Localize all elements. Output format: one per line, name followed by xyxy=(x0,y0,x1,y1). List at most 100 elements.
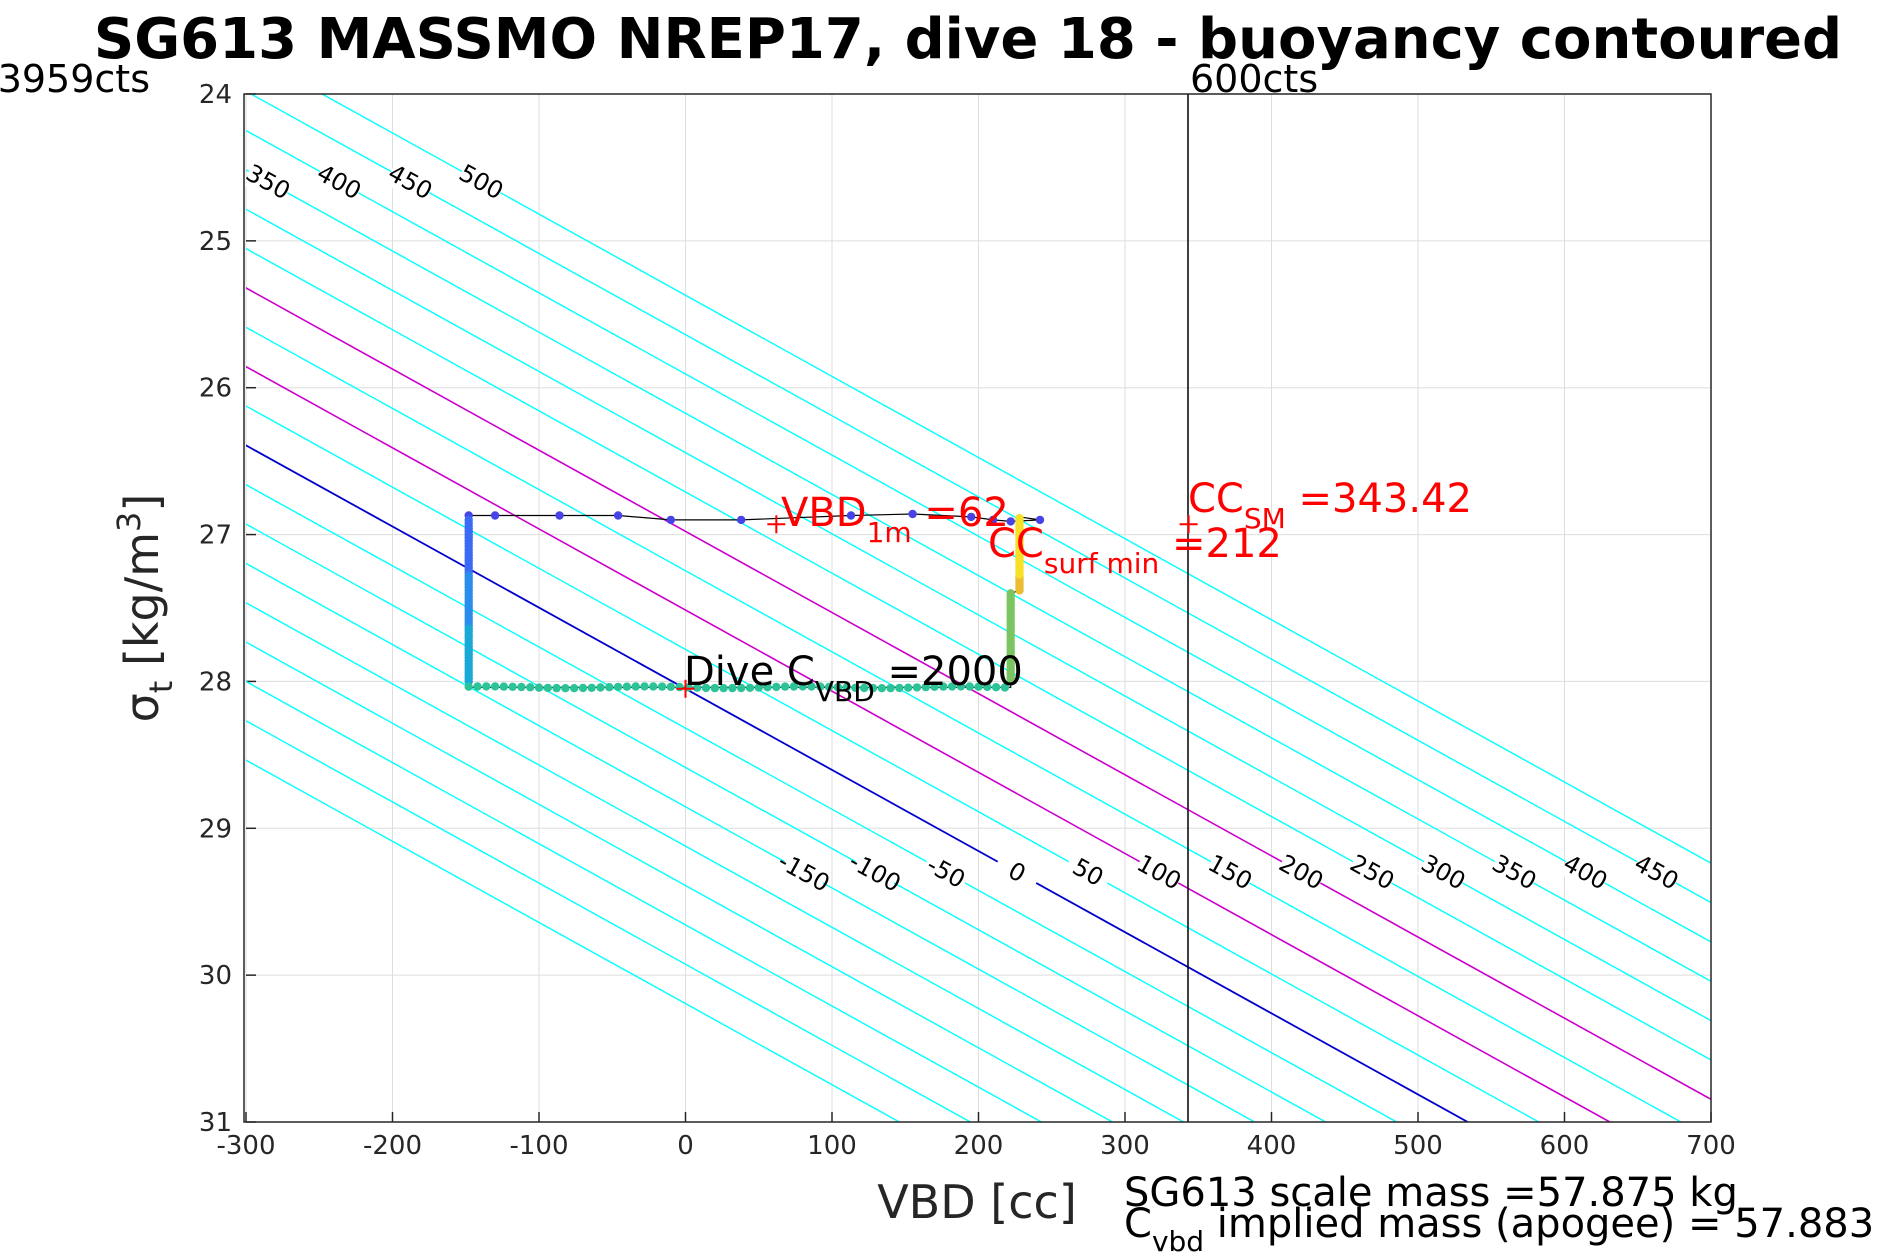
data-point xyxy=(613,511,623,520)
contour-label-bg xyxy=(1061,849,1115,896)
contour-label: 250 xyxy=(1345,849,1399,896)
contour-label: 350 xyxy=(241,159,295,206)
cc-sm-sub: SM xyxy=(1244,502,1286,535)
contour-label: 400 xyxy=(312,159,366,206)
contour-label: -50 xyxy=(922,851,970,894)
dive-trace xyxy=(464,509,1045,693)
data-point xyxy=(719,684,728,693)
contour-label: 350 xyxy=(1488,849,1542,896)
x-tick-label: -300 xyxy=(216,1131,275,1161)
contour-label-bg xyxy=(384,159,437,206)
contour-label-bg xyxy=(1630,849,1683,896)
data-point xyxy=(930,682,939,691)
data-point xyxy=(939,682,948,691)
data-point xyxy=(561,684,570,693)
data-point xyxy=(517,682,526,692)
data-point xyxy=(991,683,1001,692)
cc-sm-main: CC xyxy=(1188,476,1244,522)
vbd-min-label: 3959cts xyxy=(0,57,150,101)
data-point xyxy=(780,682,790,691)
data-point xyxy=(552,683,561,693)
contour-line xyxy=(246,405,1540,1122)
dive-cvbd-main: Dive C xyxy=(684,649,815,695)
data-point xyxy=(1000,683,1010,692)
footer-c-main: C xyxy=(1124,1201,1152,1247)
x-tick-labels: -300 -200 -100 0 100 200 300 400 500 600 700 xyxy=(216,1131,1735,1161)
data-point xyxy=(895,683,904,693)
contour-label: 100 xyxy=(1132,849,1186,896)
data-point xyxy=(693,683,702,692)
contour-label: 500 xyxy=(454,159,508,206)
footer-implied-mass: Cvbd implied mass (apogee) = 57.883 kg xyxy=(1124,1201,1890,1258)
data-point xyxy=(988,515,998,525)
data-point xyxy=(816,682,825,691)
vbd-max-label: 600cts xyxy=(1190,57,1318,101)
contour-label-bg xyxy=(1346,849,1399,896)
data-point xyxy=(772,682,781,692)
y-label-main: σ xyxy=(115,693,169,722)
data-point xyxy=(473,682,482,691)
y-tick-label: 27 xyxy=(199,521,232,551)
y-tick-label: 30 xyxy=(199,961,232,991)
data-point xyxy=(508,682,517,691)
data-point xyxy=(983,682,992,692)
data-point xyxy=(754,683,763,692)
y-tick-label: 26 xyxy=(199,374,232,404)
data-point xyxy=(482,682,491,691)
contour-line xyxy=(250,94,1711,904)
dive-cvbd-sub: VBD xyxy=(815,675,875,708)
data-point xyxy=(965,682,974,691)
y-tick-label: 29 xyxy=(199,814,232,844)
vbd1m-value: =62 xyxy=(912,490,1009,536)
data-point xyxy=(842,683,851,692)
dive-cvbd-value: =2000 xyxy=(875,649,1023,695)
data-point xyxy=(912,683,922,692)
plot-frame xyxy=(243,93,1712,1123)
data-point xyxy=(974,682,983,691)
y-tick-label: 28 xyxy=(199,667,232,697)
vbd1m-sub: 1m xyxy=(867,516,912,549)
data-point xyxy=(490,511,500,520)
data-point xyxy=(851,683,860,692)
contour-label-bg xyxy=(1559,849,1612,896)
data-point xyxy=(1035,515,1045,525)
cc-surf-min-value: =212 xyxy=(1159,521,1282,567)
footer-c-sub: vbd xyxy=(1152,1225,1204,1258)
contour-label: 300 xyxy=(1416,849,1470,896)
data-point xyxy=(710,683,719,693)
vbd1m-main: VBD xyxy=(781,490,867,536)
data-point xyxy=(701,683,711,693)
data-point xyxy=(947,682,957,691)
y-axis-label: σt [kg/m3] xyxy=(110,494,180,723)
y-label-sub: t xyxy=(142,681,180,694)
contour-line xyxy=(246,169,1711,983)
data-point xyxy=(605,683,614,692)
contour-label-bg xyxy=(1275,849,1328,896)
cc-surf-min-sub: surf min xyxy=(1044,547,1159,580)
contour-line xyxy=(246,562,1255,1122)
y-tick-label: 24 xyxy=(199,80,232,110)
cc-surf-min-annotation: CCsurf min =212 xyxy=(988,521,1282,580)
x-tick-label: 200 xyxy=(954,1131,1004,1161)
contour-label: -150 xyxy=(773,847,834,898)
dive-cvbd-annotation: Dive CVBD =2000 xyxy=(684,649,1023,708)
x-tick-label: 0 xyxy=(677,1131,694,1161)
contour-label-bg xyxy=(1417,849,1470,896)
data-point xyxy=(904,683,913,692)
contour-labels: 350 400 450 500-150 -100 -50 0 50 100 150 200 250 30… xyxy=(241,159,1683,898)
data-point xyxy=(649,682,658,691)
buoyancy-contours xyxy=(246,94,1711,1122)
y-label-rest: [kg/m xyxy=(115,532,169,681)
contour-label-bg xyxy=(313,159,366,206)
contour-label-bg xyxy=(919,849,972,896)
x-tick-label: 600 xyxy=(1540,1131,1590,1161)
data-point xyxy=(622,682,632,691)
contour-label-bg xyxy=(990,849,1043,896)
contour-line xyxy=(246,208,1711,1022)
footer-implied-rest: implied mass (apogee) = 57.883 kg xyxy=(1204,1201,1890,1247)
x-tick-label: -200 xyxy=(363,1131,422,1161)
contour-line xyxy=(246,129,1711,943)
data-point xyxy=(967,512,976,522)
data-point xyxy=(640,682,649,691)
